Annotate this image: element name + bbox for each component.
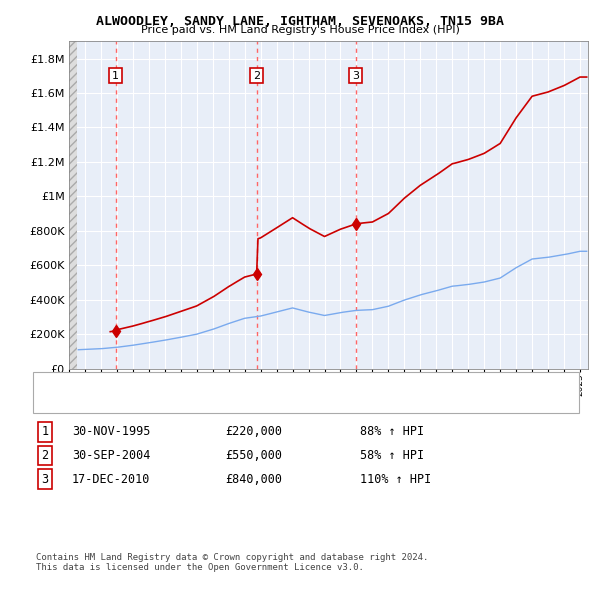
- Text: 58% ↑ HPI: 58% ↑ HPI: [360, 449, 424, 462]
- Text: 30-SEP-2004: 30-SEP-2004: [72, 449, 151, 462]
- Text: 1: 1: [41, 425, 49, 438]
- Text: 3: 3: [352, 71, 359, 81]
- Text: HPI: Average price, detached house, Tonbridge and Malling: HPI: Average price, detached house, Tonb…: [93, 395, 435, 405]
- Text: 110% ↑ HPI: 110% ↑ HPI: [360, 473, 431, 486]
- Text: ALWOODLEY, SANDY LANE, IGHTHAM, SEVENOAKS, TN15 9BA (detached house): ALWOODLEY, SANDY LANE, IGHTHAM, SEVENOAK…: [93, 379, 501, 389]
- Text: ALWOODLEY, SANDY LANE, IGHTHAM, SEVENOAKS, TN15 9BA: ALWOODLEY, SANDY LANE, IGHTHAM, SEVENOAK…: [96, 15, 504, 28]
- Text: 17-DEC-2010: 17-DEC-2010: [72, 473, 151, 486]
- Text: £550,000: £550,000: [225, 449, 282, 462]
- Text: £840,000: £840,000: [225, 473, 282, 486]
- Text: 88% ↑ HPI: 88% ↑ HPI: [360, 425, 424, 438]
- Text: Contains HM Land Registry data © Crown copyright and database right 2024.: Contains HM Land Registry data © Crown c…: [36, 553, 428, 562]
- Text: 30-NOV-1995: 30-NOV-1995: [72, 425, 151, 438]
- Text: Price paid vs. HM Land Registry's House Price Index (HPI): Price paid vs. HM Land Registry's House …: [140, 25, 460, 35]
- Text: 2: 2: [41, 449, 49, 462]
- Text: £220,000: £220,000: [225, 425, 282, 438]
- Bar: [69, 41, 77, 369]
- Text: This data is licensed under the Open Government Licence v3.0.: This data is licensed under the Open Gov…: [36, 563, 364, 572]
- Text: 3: 3: [41, 473, 49, 486]
- Text: 1: 1: [112, 71, 119, 81]
- Text: 2: 2: [253, 71, 260, 81]
